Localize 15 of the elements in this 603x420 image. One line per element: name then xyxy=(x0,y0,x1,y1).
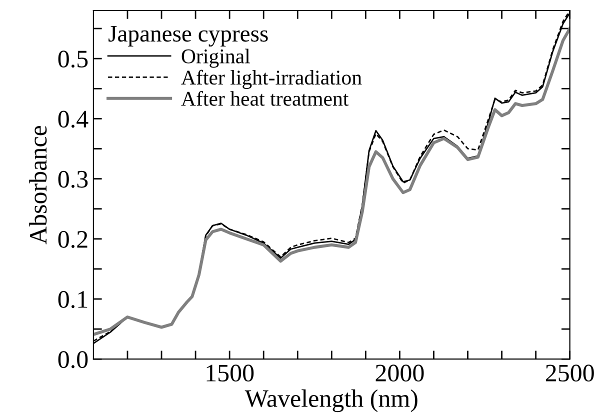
x-tick-label: 2000 xyxy=(376,364,424,382)
y-axis-title: Absorbance xyxy=(29,126,47,244)
legend-label: After heat treatment xyxy=(181,90,349,106)
legend-label: Original xyxy=(182,48,250,68)
y-tick-label: 0.5 xyxy=(58,50,88,68)
y-tick-label: 0.3 xyxy=(58,170,88,188)
x-tick-label: 2500 xyxy=(546,364,594,382)
y-tick-label: 0.2 xyxy=(58,230,88,248)
y-tick-label: 0.4 xyxy=(58,110,88,128)
x-axis-title: Wavelength (nm) xyxy=(244,389,418,412)
legend-label: After light-irradiation xyxy=(181,70,362,89)
y-tick-label: 0.0 xyxy=(58,351,88,368)
y-tick-label: 0.1 xyxy=(58,291,88,308)
x-tick-label: 1500 xyxy=(206,364,254,382)
legend-title: Japanese cypress xyxy=(108,26,268,47)
